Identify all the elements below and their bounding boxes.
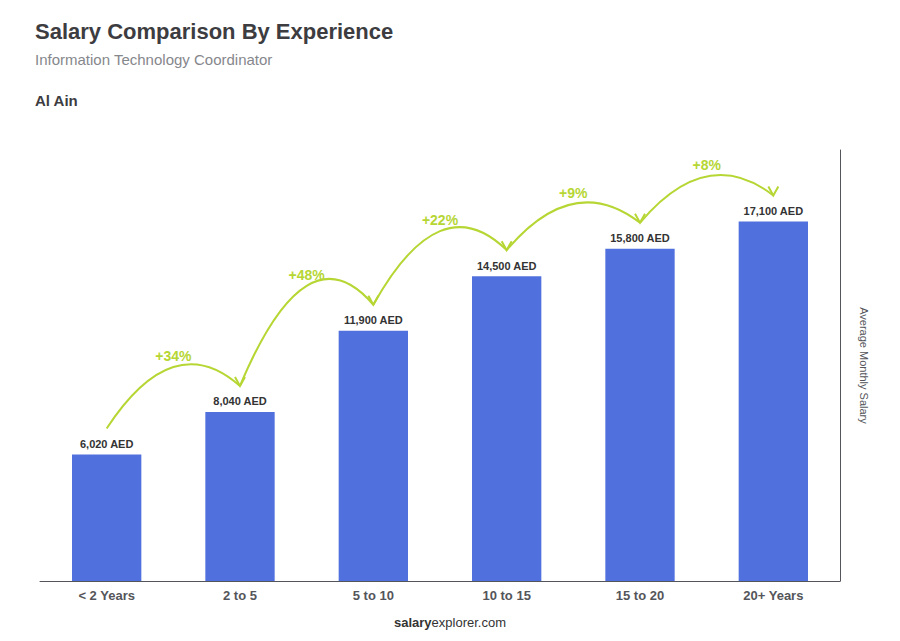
svg-text:Al Ain: Al Ain	[35, 92, 78, 109]
svg-text:Salary Comparison By Experienc: Salary Comparison By Experience	[35, 19, 393, 44]
svg-text:+22%: +22%	[422, 212, 459, 228]
svg-text:Average Monthly Salary: Average Monthly Salary	[858, 307, 870, 424]
svg-text:+9%: +9%	[559, 185, 588, 201]
svg-text:+48%: +48%	[289, 267, 326, 283]
svg-text:explorer.com: explorer.com	[432, 615, 506, 630]
svg-text:+8%: +8%	[692, 157, 721, 173]
svg-text:+34%: +34%	[155, 348, 192, 364]
svg-text:6,020 AED: 6,020 AED	[80, 438, 133, 450]
svg-text:15 to 20: 15 to 20	[616, 588, 664, 603]
svg-text:11,900 AED: 11,900 AED	[344, 314, 403, 326]
svg-text:20+ Years: 20+ Years	[743, 588, 803, 603]
svg-text:5 to 10: 5 to 10	[353, 588, 394, 603]
svg-text:14,500 AED: 14,500 AED	[477, 260, 537, 272]
svg-text:< 2 Years: < 2 Years	[78, 588, 135, 603]
svg-text:salary: salary	[394, 615, 432, 630]
svg-text:17,100 AED: 17,100 AED	[744, 205, 804, 217]
svg-text:Information Technology Coordin: Information Technology Coordinator	[35, 51, 272, 68]
svg-text:15,800 AED: 15,800 AED	[610, 232, 670, 244]
svg-text:10 to 15: 10 to 15	[482, 588, 530, 603]
svg-text:2 to 5: 2 to 5	[223, 588, 257, 603]
svg-text:8,040 AED: 8,040 AED	[213, 395, 266, 407]
